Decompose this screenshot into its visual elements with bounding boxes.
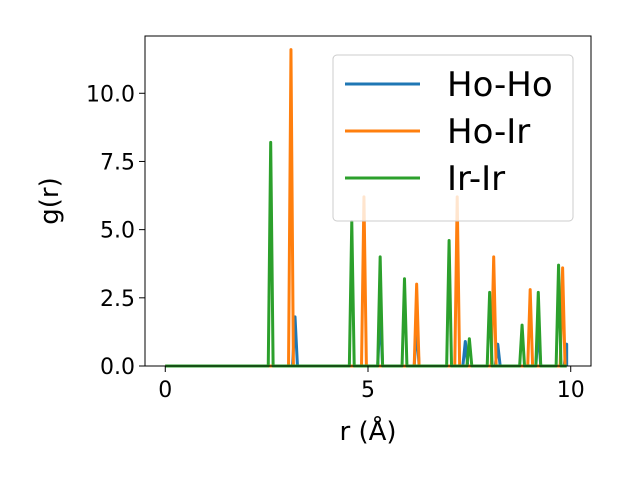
legend: Ho-Ho Ho-Ir Ir-Ir — [332, 54, 574, 222]
legend-label: Ir-Ir — [447, 159, 505, 199]
y-tick-label: 7.5 — [100, 150, 135, 175]
legend-label: Ho-Ir — [447, 112, 530, 152]
x-tick-label: 0 — [158, 378, 172, 403]
x-axis: 0 5 10 — [158, 366, 585, 403]
y-tick-label: 5.0 — [100, 219, 135, 244]
y-tick-label: 0.0 — [100, 355, 135, 380]
x-axis-label: r (Å) — [339, 415, 396, 447]
legend-label: Ho-Ho — [447, 65, 553, 105]
x-tick-label: 10 — [557, 378, 585, 403]
y-tick-label: 2.5 — [100, 287, 135, 312]
y-axis-label: g(r) — [35, 177, 65, 224]
x-tick-label: 5 — [361, 378, 375, 403]
y-tick-label: 10.0 — [86, 82, 135, 107]
legend-items: Ho-Ho Ho-Ir Ir-Ir — [345, 65, 553, 199]
y-axis: 0.0 2.5 5.0 7.5 10.0 — [86, 82, 145, 380]
